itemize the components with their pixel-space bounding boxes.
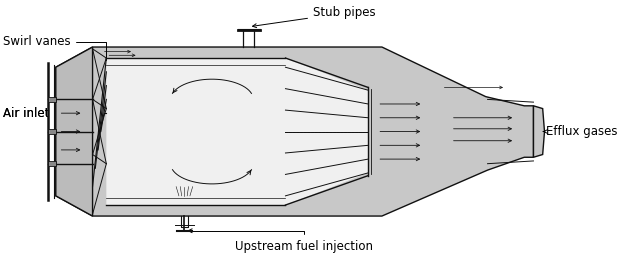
Polygon shape	[106, 58, 368, 205]
Bar	[48, 97, 56, 102]
Bar	[48, 129, 56, 134]
Text: Air inlet: Air inlet	[2, 107, 49, 130]
Text: Swirl vanes: Swirl vanes	[2, 35, 106, 60]
Bar	[48, 161, 56, 166]
Polygon shape	[533, 106, 545, 157]
Text: Efflux gases: Efflux gases	[543, 125, 618, 138]
Text: Upstream fuel injection: Upstream fuel injection	[188, 229, 373, 253]
Text: Stub pipes: Stub pipes	[253, 6, 376, 28]
Polygon shape	[56, 47, 93, 216]
Polygon shape	[56, 47, 533, 216]
Text: Air inlet: Air inlet	[2, 107, 49, 120]
